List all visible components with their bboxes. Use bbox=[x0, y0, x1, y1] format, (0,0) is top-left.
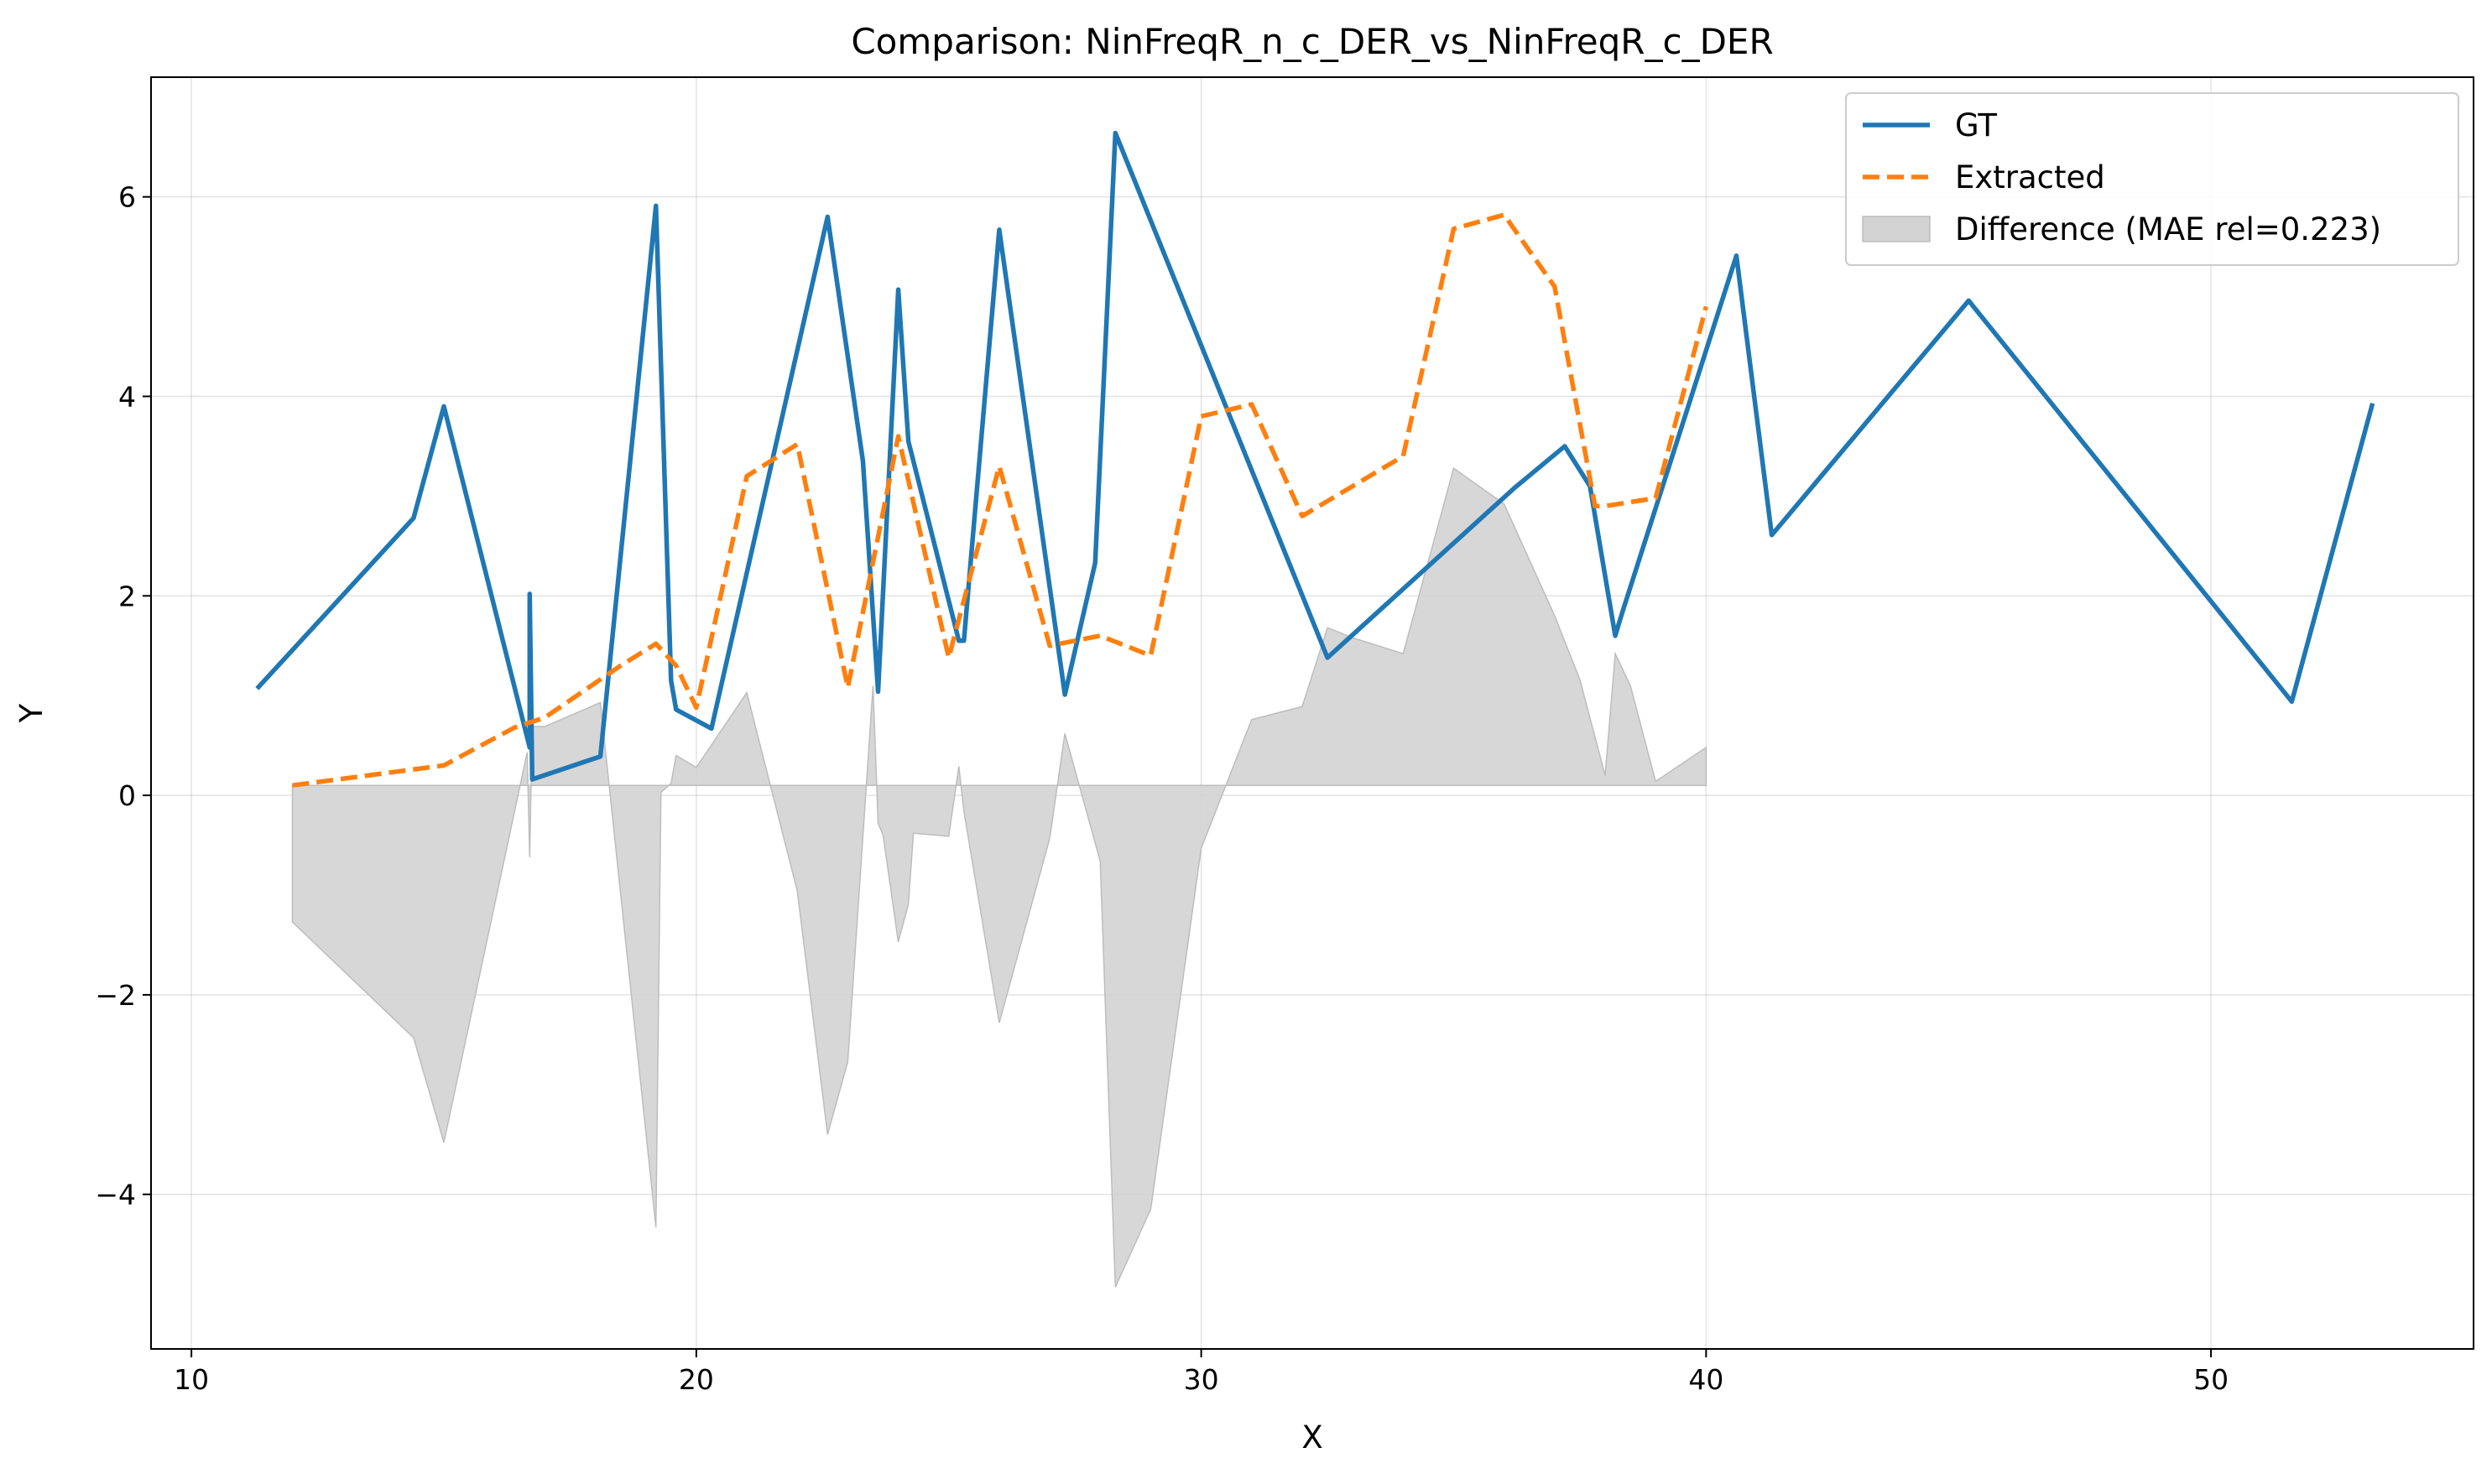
legend-difference-swatch bbox=[1862, 216, 1931, 242]
x-tick-label: 50 bbox=[2193, 1363, 2229, 1396]
legend-difference-label: Difference (MAE rel=0.223) bbox=[1955, 211, 2381, 247]
y-tick-label: −2 bbox=[95, 979, 136, 1012]
x-tick-label: 10 bbox=[174, 1363, 209, 1396]
legend-gt-label: GT bbox=[1955, 107, 1997, 143]
chart-title: Comparison: NinFreqR_n_c_DER_vs_NinFreqR… bbox=[851, 21, 1773, 62]
y-tick-label: 0 bbox=[118, 779, 136, 812]
axis-ticks: 10 20 30 40 50 −4 −2 0 2 4 6 bbox=[95, 181, 2229, 1396]
y-tick-label: 2 bbox=[118, 580, 136, 612]
legend-frame bbox=[1845, 92, 2459, 266]
legend-extracted-label: Extracted bbox=[1955, 159, 2105, 195]
series-line-layer bbox=[255, 130, 2375, 788]
difference-area bbox=[291, 466, 1707, 1288]
x-tick-label: 30 bbox=[1184, 1363, 1219, 1396]
legend: GT Extracted Difference (MAE rel=0.223) bbox=[1845, 92, 2459, 266]
y-tick-label: 4 bbox=[118, 380, 136, 413]
y-axis-label: Y bbox=[13, 703, 50, 723]
x-tick-label: 20 bbox=[679, 1363, 714, 1396]
x-axis-label: X bbox=[1301, 1419, 1322, 1455]
gt-series-line bbox=[255, 130, 2375, 782]
x-tick-label: 40 bbox=[1688, 1363, 1723, 1396]
y-tick-label: −4 bbox=[95, 1179, 136, 1211]
extracted-series-line bbox=[292, 212, 1709, 788]
difference-fill-layer bbox=[291, 466, 1707, 1288]
y-tick-label: 6 bbox=[118, 181, 136, 214]
plot-area-frame bbox=[150, 76, 2474, 1350]
